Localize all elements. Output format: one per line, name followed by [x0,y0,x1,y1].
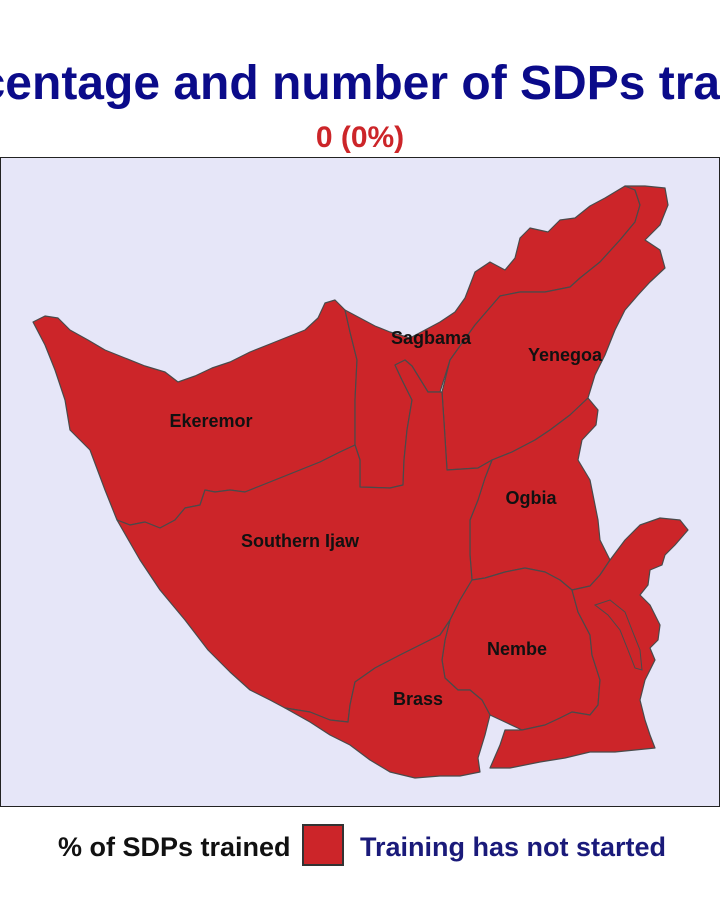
map-subtitle: 0 (0%) [315,121,405,154]
region-brass[interactable] [284,619,491,779]
label-southern-ijaw: Southern Ijaw [241,531,360,551]
label-sagbama: Sagbama [391,328,472,348]
state-map: Ekeremor Sagbama Yenegoa Ogbia Southern … [32,185,689,779]
legend-swatch [302,824,344,866]
creek-outline [593,599,643,671]
label-brass: Brass [393,689,443,709]
region-eastern-coast[interactable] [489,517,689,769]
legend: % of SDPs trained Training has not start… [0,822,720,868]
label-ekeremor: Ekeremor [169,411,252,431]
map-panel: Ekeremor Sagbama Yenegoa Ogbia Southern … [0,157,720,807]
label-nembe: Nembe [487,639,547,659]
map-title: Percentage and number of SDPs trained [0,57,720,110]
legend-title: % of SDPs trained [58,832,291,862]
label-ogbia: Ogbia [505,488,557,508]
legend-item-label: Training has not started [360,832,667,862]
label-yenegoa: Yenegoa [528,345,603,365]
